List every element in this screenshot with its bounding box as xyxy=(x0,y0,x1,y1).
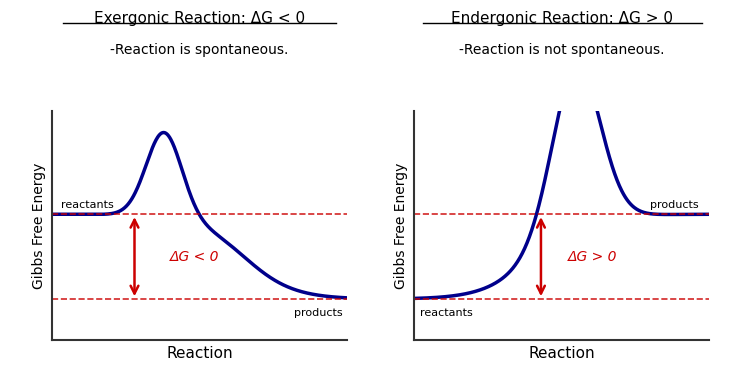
Text: products: products xyxy=(294,308,343,318)
Text: -Reaction is spontaneous.: -Reaction is spontaneous. xyxy=(110,43,289,57)
Text: ΔG > 0: ΔG > 0 xyxy=(568,250,617,264)
Text: products: products xyxy=(650,200,699,210)
Y-axis label: Gibbs Free Energy: Gibbs Free Energy xyxy=(395,162,408,289)
Text: Endergonic Reaction: ΔG > 0: Endergonic Reaction: ΔG > 0 xyxy=(451,11,672,26)
Text: Exergonic Reaction: ΔG < 0: Exergonic Reaction: ΔG < 0 xyxy=(94,11,305,26)
Text: -Reaction is not spontaneous.: -Reaction is not spontaneous. xyxy=(459,43,664,57)
Y-axis label: Gibbs Free Energy: Gibbs Free Energy xyxy=(33,162,46,289)
X-axis label: Reaction: Reaction xyxy=(528,346,595,361)
X-axis label: Reaction: Reaction xyxy=(166,346,233,361)
Text: ΔG < 0: ΔG < 0 xyxy=(170,250,219,264)
Text: reactants: reactants xyxy=(420,308,472,318)
Text: reactants: reactants xyxy=(61,200,113,210)
